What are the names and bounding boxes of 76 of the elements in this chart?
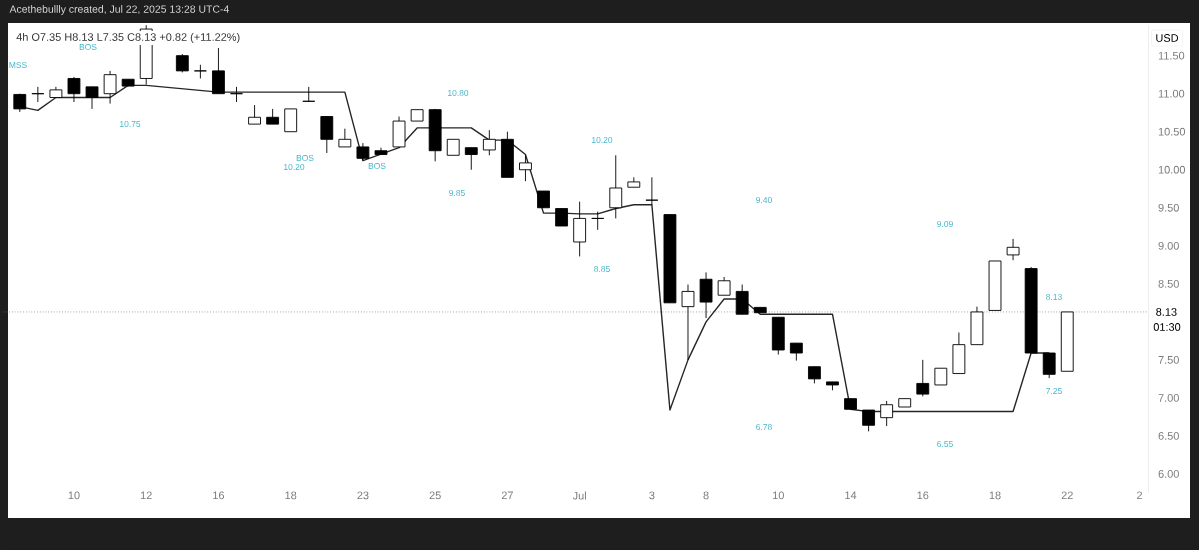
x-tick-label: 12: [140, 491, 152, 500]
candlestick: [1042, 352, 1056, 379]
x-tick-label: 23: [357, 491, 369, 500]
y-tick-label: 9.00: [1158, 241, 1179, 250]
x-tick-label: 25: [429, 491, 441, 500]
candlestick: [482, 129, 496, 156]
annotation: 8.85: [594, 266, 610, 272]
x-tick-label: 3: [649, 491, 655, 500]
annotation: 10.20: [592, 137, 613, 143]
annotation: 10.80: [448, 90, 469, 96]
x-tick-label: 2: [1136, 491, 1142, 500]
x-tick-label: 16: [213, 491, 225, 500]
x-tick-label: 16: [917, 491, 929, 500]
chart-title: Acethebullly created, Jul 22, 2025 13:28 UTC-4: [9, 5, 229, 15]
candlestick: [609, 154, 623, 219]
annotation: 10.20: [284, 164, 305, 170]
candlestick: [193, 64, 207, 79]
annotation: 8.13: [1046, 294, 1062, 300]
candlestick: [230, 86, 243, 103]
candlestick: [31, 86, 45, 103]
x-tick-label: 27: [501, 491, 513, 500]
x-tick-label: 22: [1061, 491, 1073, 500]
candlestick: [302, 86, 316, 102]
candlestick: [320, 116, 334, 154]
y-tick-label: 10.50: [1158, 127, 1186, 136]
y-tick-label: 7.50: [1158, 355, 1179, 364]
y-tick-label: 6.00: [1158, 470, 1179, 478]
candlestick: [519, 154, 532, 182]
candlestick: [248, 104, 261, 125]
candlestick: [880, 400, 894, 427]
candlestick: [1006, 238, 1020, 261]
text: 4h O7.35 H8.13 L7.35 C8.13 +0.82 (+11.22%): [16, 32, 240, 44]
annotation: 9.40: [756, 197, 772, 203]
candlestick: [573, 201, 587, 257]
annotation: BOS: [79, 44, 97, 50]
y-tick-label: 8.50: [1158, 279, 1179, 288]
ref-line-label: 8.13: [1156, 308, 1177, 316]
candlestick: [103, 70, 117, 105]
annotation: BOS: [368, 163, 386, 169]
annotation: 9.09: [937, 221, 953, 227]
annotation: 10.75: [120, 121, 141, 127]
candlestick: [862, 409, 876, 432]
candlestick: [212, 47, 225, 95]
x-tick-label: 14: [845, 491, 857, 500]
annotation: MSS: [9, 62, 27, 68]
candlestick: [916, 359, 930, 397]
x-tick-label: Jul: [572, 491, 586, 500]
candlestick: [284, 108, 298, 133]
candlestick: [735, 284, 749, 315]
y-tick-label: 10.00: [1158, 165, 1186, 174]
annotation: BOS: [296, 155, 314, 161]
x-tick-label: 10: [68, 491, 80, 500]
x-tick-label: 8: [703, 491, 709, 500]
x-tick-label: 18: [285, 491, 297, 500]
y-tick-label: 9.50: [1158, 203, 1179, 212]
annotation: 6.55: [937, 440, 953, 447]
y-axis-title: USD: [1156, 34, 1179, 42]
annotation: 9.85: [449, 190, 465, 196]
y-tick-label: 6.50: [1158, 432, 1179, 440]
candlestick: [67, 76, 81, 103]
candlestick: [464, 147, 478, 171]
y-tick-label: 11.00: [1158, 89, 1185, 98]
candlestick: [717, 276, 731, 296]
candlestick: [85, 86, 99, 110]
y-tick-label: 7.00: [1158, 394, 1179, 402]
annotation: 7.25: [1046, 387, 1062, 394]
y-tick-label: 11.50: [1158, 51, 1185, 60]
text: 01:30: [1153, 323, 1181, 331]
x-tick-label: 18: [989, 491, 1001, 500]
x-tick-label: 10: [773, 491, 784, 500]
candlestick: [645, 176, 659, 206]
candlestick: [591, 211, 605, 231]
candlestick: [681, 284, 695, 361]
annotation: 6.78: [756, 423, 772, 430]
candlestick: [338, 128, 352, 148]
candlestick: [699, 271, 713, 319]
